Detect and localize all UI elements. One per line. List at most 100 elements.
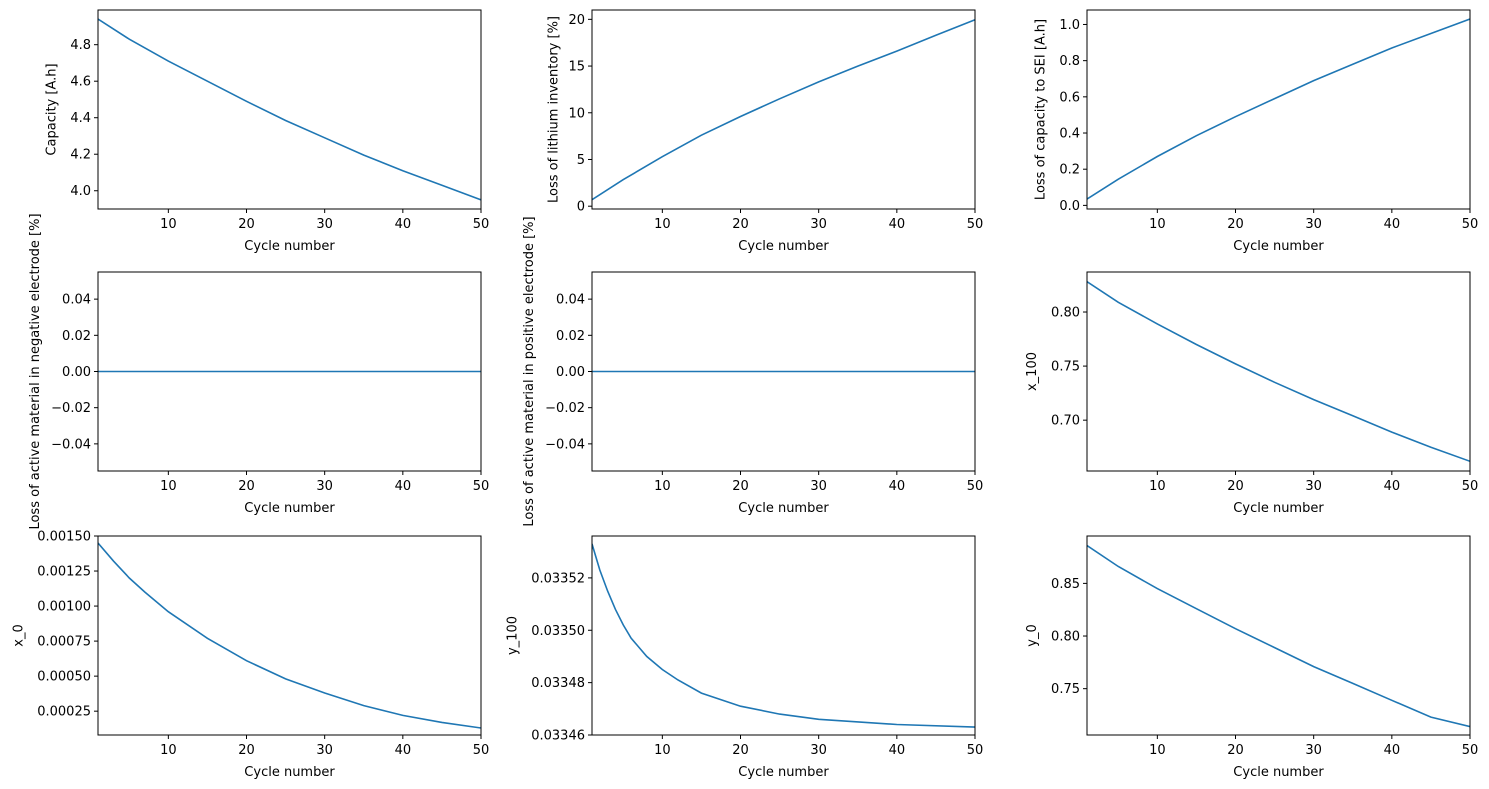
x-tick-label: 50 — [473, 217, 490, 232]
x-tick-label: 30 — [1305, 743, 1322, 758]
y-tick-label: 15 — [568, 60, 585, 75]
y-tick-label: 0.04 — [556, 293, 585, 308]
x-tick-label: 30 — [316, 217, 333, 232]
axes-frame — [1086, 9, 1471, 210]
y-tick-label: 20 — [568, 13, 585, 28]
y-axis-label: Capacity [A.h] — [44, 63, 59, 155]
x-tick-label: 40 — [395, 743, 412, 758]
x-tick-label: 30 — [810, 743, 827, 758]
axes-frame — [1086, 271, 1471, 472]
x-tick-label: 10 — [160, 743, 177, 758]
y-axis-label: Loss of active material in positive elec… — [522, 216, 537, 526]
x-tick-label: 30 — [810, 479, 827, 494]
x-tick-label: 20 — [238, 217, 255, 232]
x-tick-label: 10 — [654, 479, 671, 494]
x-tick-label: 50 — [967, 217, 984, 232]
x-axis-label: Cycle number — [738, 501, 829, 516]
y-tick-label: 4.4 — [70, 111, 91, 126]
y-tick-label: 4.2 — [70, 148, 91, 163]
x-tick-label: 40 — [889, 479, 906, 494]
x-tick-label: 10 — [1149, 743, 1166, 758]
x-tick-label: 50 — [1462, 479, 1479, 494]
subplot-8: 10 20 30 40 50 0.03346 0.03348 0.03350 0.03352 Cy… — [506, 535, 984, 780]
subplot-7: 10 20 30 40 50 0.00025 0.00050 0.00075 0.00100 0.… — [12, 530, 490, 781]
x-axis-label: Cycle number — [1233, 765, 1324, 780]
y-tick-label: 0.85 — [1051, 577, 1080, 592]
y-tick-label: 0.00075 — [37, 635, 91, 650]
y-tick-label: 0.03350 — [531, 624, 585, 639]
x-tick-label: 10 — [654, 217, 671, 232]
x-axis-label: Cycle number — [1233, 239, 1324, 254]
x-tick-label: 30 — [1305, 217, 1322, 232]
y-tick-label: 0.04 — [62, 293, 91, 308]
x-tick-label: 10 — [1149, 217, 1166, 232]
x-tick-label: 40 — [1384, 217, 1401, 232]
axes-frame — [591, 9, 976, 210]
y-tick-label: −0.02 — [545, 401, 585, 416]
x-tick-label: 20 — [238, 743, 255, 758]
subplot-6: 10 20 30 40 50 0.70 0.75 0.80 Cycle number x_100 — [1025, 271, 1479, 516]
subplot-1: 10 20 30 40 50 4.0 4.2 4.4 4.6 4.8 Cycle number Cap… — [44, 9, 490, 254]
x-axis-label: Cycle number — [244, 239, 335, 254]
x-tick-label: 50 — [1462, 217, 1479, 232]
y-tick-label: 0.00125 — [37, 565, 91, 580]
x-tick-label: 40 — [1384, 743, 1401, 758]
y-tick-label: 0.03346 — [531, 729, 585, 744]
x-tick-label: 50 — [967, 743, 984, 758]
y-axis-label: x_100 — [1025, 352, 1040, 391]
x-tick-label: 40 — [395, 217, 412, 232]
y-tick-label: 0.4 — [1059, 127, 1080, 142]
y-tick-label: 0.70 — [1051, 414, 1080, 429]
y-axis-label: Loss of active material in negative elec… — [28, 213, 43, 529]
y-tick-label: −0.04 — [51, 437, 91, 452]
y-tick-label: 0.02 — [556, 329, 585, 344]
x-tick-label: 50 — [1462, 743, 1479, 758]
data-line — [592, 543, 975, 728]
y-tick-label: 0.03352 — [531, 571, 585, 586]
subplot-5: 10 20 30 40 50 −0.04 −0.02 0.00 0.02 0.04 Cycle nu… — [522, 216, 983, 526]
x-tick-label: 20 — [238, 479, 255, 494]
y-tick-label: 0.00 — [556, 365, 585, 380]
x-axis-label: Cycle number — [1233, 501, 1324, 516]
y-tick-label: 5 — [577, 153, 585, 168]
data-line — [1087, 18, 1470, 200]
y-tick-label: 1.0 — [1059, 18, 1080, 33]
x-axis-label: Cycle number — [738, 239, 829, 254]
y-tick-label: 4.8 — [70, 38, 91, 53]
axes-frame — [97, 9, 482, 210]
data-line — [1087, 281, 1470, 463]
x-tick-label: 30 — [1305, 479, 1322, 494]
subplot-4: 10 20 30 40 50 −0.04 −0.02 0.00 0.02 0.04 Cycle nu… — [28, 213, 489, 529]
x-tick-label: 20 — [1227, 217, 1244, 232]
y-axis-label: y_0 — [1025, 624, 1040, 646]
x-tick-label: 40 — [889, 217, 906, 232]
axes-frame — [1086, 535, 1471, 736]
x-tick-label: 40 — [1384, 479, 1401, 494]
y-tick-label: 0.75 — [1051, 360, 1080, 375]
x-tick-label: 30 — [316, 743, 333, 758]
y-axis-label: x_0 — [12, 624, 27, 646]
y-tick-label: 10 — [568, 106, 585, 121]
x-tick-label: 50 — [967, 479, 984, 494]
data-line — [592, 19, 975, 201]
axes-frame — [97, 535, 482, 736]
subplot-9: 10 20 30 40 50 0.75 0.80 0.85 Cycle number y_0 — [1025, 535, 1479, 780]
x-tick-label: 10 — [160, 479, 177, 494]
y-tick-label: 0.0 — [1059, 199, 1080, 214]
x-tick-label: 20 — [1227, 479, 1244, 494]
y-axis-label: Loss of lithium inventory [%] — [547, 16, 562, 203]
y-tick-label: 0.8 — [1059, 54, 1080, 69]
subplot-2: 10 20 30 40 50 0 5 10 15 20 Cycle number Loss of li… — [547, 9, 984, 254]
x-tick-label: 50 — [473, 743, 490, 758]
x-tick-label: 20 — [732, 743, 749, 758]
y-axis-label: y_100 — [506, 616, 521, 655]
y-tick-label: 0.00025 — [37, 705, 91, 720]
y-tick-label: −0.04 — [545, 437, 585, 452]
y-tick-label: 0.2 — [1059, 163, 1080, 178]
y-tick-label: 0.00 — [62, 365, 91, 380]
x-tick-label: 30 — [810, 217, 827, 232]
x-tick-label: 20 — [1227, 743, 1244, 758]
x-tick-label: 20 — [732, 217, 749, 232]
x-tick-label: 10 — [1149, 479, 1166, 494]
y-tick-label: 0.02 — [62, 329, 91, 344]
